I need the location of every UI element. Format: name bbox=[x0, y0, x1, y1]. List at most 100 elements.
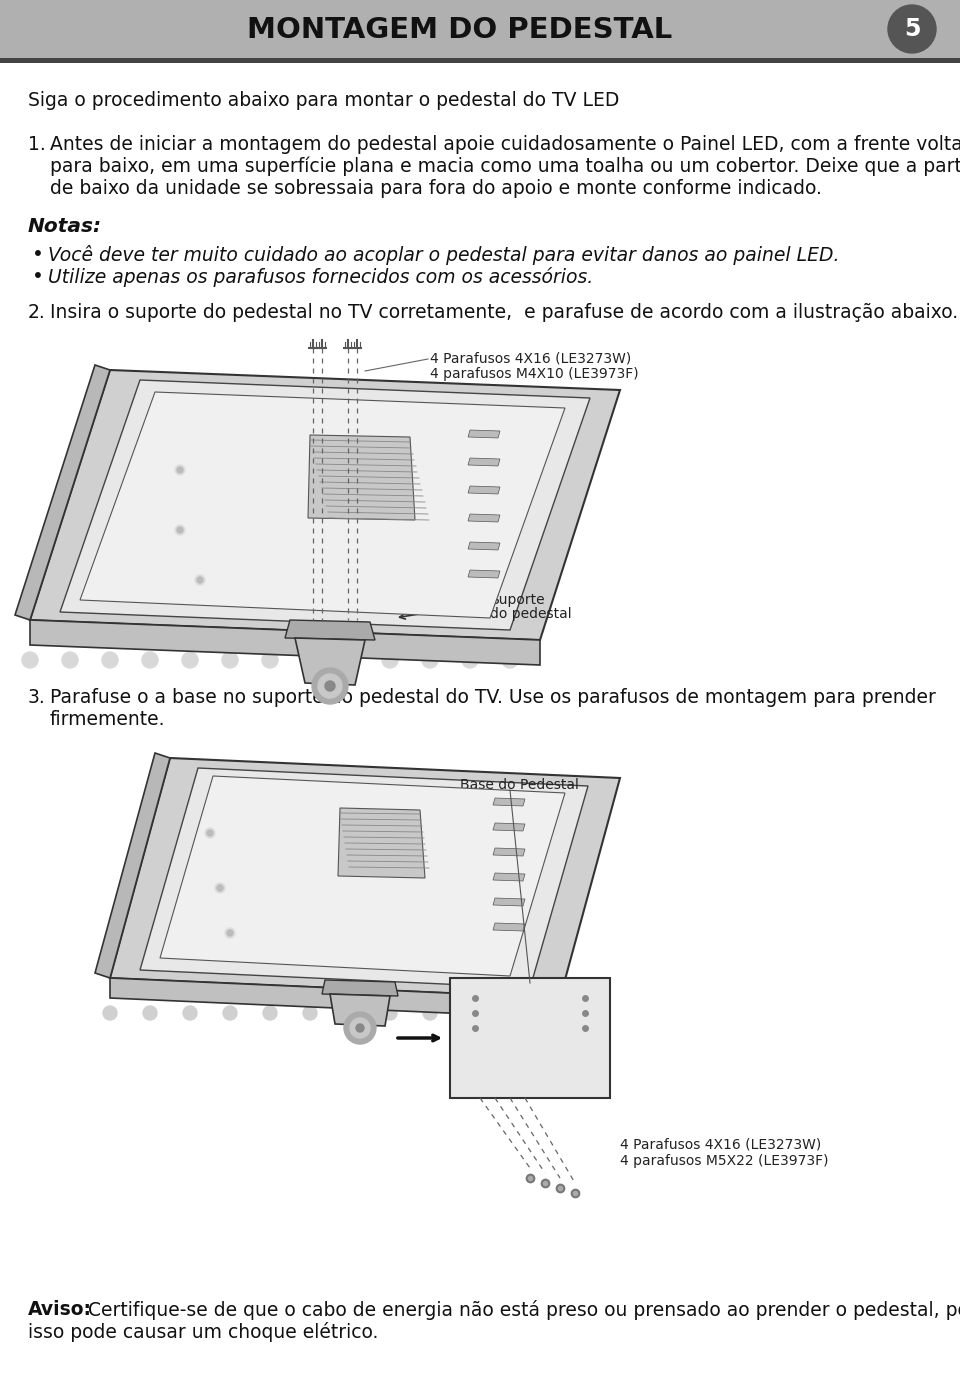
Polygon shape bbox=[493, 848, 525, 856]
Polygon shape bbox=[30, 371, 620, 640]
Polygon shape bbox=[468, 542, 500, 550]
Text: •: • bbox=[32, 245, 44, 264]
Text: 5: 5 bbox=[903, 17, 921, 41]
Polygon shape bbox=[15, 365, 110, 620]
Circle shape bbox=[177, 527, 183, 532]
Text: Utilize apenas os parafusos fornecidos com os acessórios.: Utilize apenas os parafusos fornecidos c… bbox=[48, 267, 593, 288]
Polygon shape bbox=[110, 978, 560, 1018]
Circle shape bbox=[177, 467, 183, 473]
Text: 1.: 1. bbox=[28, 136, 46, 154]
Polygon shape bbox=[140, 768, 588, 987]
Polygon shape bbox=[330, 994, 390, 1026]
Text: 4 Parafusos 4X16 (LE3273W): 4 Parafusos 4X16 (LE3273W) bbox=[620, 1138, 821, 1152]
Circle shape bbox=[102, 651, 118, 668]
Circle shape bbox=[543, 1005, 557, 1021]
Text: 2.: 2. bbox=[28, 303, 46, 322]
Circle shape bbox=[222, 651, 238, 668]
Text: 4 Parafusos 4X16 (LE3273W): 4 Parafusos 4X16 (LE3273W) bbox=[430, 351, 632, 365]
Text: do pedestal: do pedestal bbox=[490, 607, 571, 621]
Polygon shape bbox=[30, 620, 540, 665]
Polygon shape bbox=[110, 758, 620, 999]
Circle shape bbox=[183, 1005, 197, 1021]
Polygon shape bbox=[493, 922, 525, 931]
Circle shape bbox=[223, 1005, 237, 1021]
Circle shape bbox=[62, 651, 78, 668]
Text: Siga o procedimento abaixo para montar o pedestal do TV LED: Siga o procedimento abaixo para montar o… bbox=[28, 91, 619, 111]
Polygon shape bbox=[468, 430, 500, 438]
Circle shape bbox=[205, 828, 215, 838]
Polygon shape bbox=[160, 776, 565, 976]
Polygon shape bbox=[493, 873, 525, 881]
Polygon shape bbox=[468, 485, 500, 494]
Polygon shape bbox=[468, 458, 500, 466]
Circle shape bbox=[318, 674, 342, 698]
Polygon shape bbox=[493, 798, 525, 806]
Polygon shape bbox=[338, 808, 425, 878]
Polygon shape bbox=[322, 981, 398, 996]
Text: de baixo da unidade se sobressaia para fora do apoio e monte conforme indicado.: de baixo da unidade se sobressaia para f… bbox=[50, 178, 822, 198]
Circle shape bbox=[342, 651, 358, 668]
Text: Base do Pedestal: Base do Pedestal bbox=[460, 779, 579, 792]
Circle shape bbox=[227, 929, 233, 936]
Circle shape bbox=[302, 651, 318, 668]
Text: Insira o suporte do pedestal no TV corretamente,  e parafuse de acordo com a ilu: Insira o suporte do pedestal no TV corre… bbox=[50, 303, 958, 322]
Text: Você deve ter muito cuidado ao acoplar o pedestal para evitar danos ao painel LE: Você deve ter muito cuidado ao acoplar o… bbox=[48, 245, 839, 266]
Circle shape bbox=[207, 830, 213, 835]
Circle shape bbox=[422, 651, 438, 668]
Circle shape bbox=[182, 651, 198, 668]
Text: Notas:: Notas: bbox=[28, 217, 102, 236]
Circle shape bbox=[325, 680, 335, 692]
Text: 4 parafusos M5X22 (LE3973F): 4 parafusos M5X22 (LE3973F) bbox=[620, 1153, 828, 1169]
Polygon shape bbox=[450, 978, 610, 1098]
Circle shape bbox=[103, 1005, 117, 1021]
Circle shape bbox=[142, 651, 158, 668]
Circle shape bbox=[263, 1005, 277, 1021]
Circle shape bbox=[462, 651, 478, 668]
Polygon shape bbox=[285, 620, 375, 640]
Circle shape bbox=[344, 1012, 376, 1044]
Circle shape bbox=[423, 1005, 437, 1021]
Circle shape bbox=[22, 651, 38, 668]
Circle shape bbox=[888, 6, 936, 53]
Text: para baixo, em uma superfície plana e macia como uma toalha ou um cobertor. Deix: para baixo, em uma superfície plana e ma… bbox=[50, 158, 960, 177]
Text: Aviso:: Aviso: bbox=[28, 1300, 92, 1319]
Text: 4 parafusos M4X10 (LE3973F): 4 parafusos M4X10 (LE3973F) bbox=[430, 366, 638, 380]
Polygon shape bbox=[60, 380, 590, 631]
Text: •: • bbox=[32, 267, 44, 286]
Bar bbox=[0, 58, 960, 64]
Circle shape bbox=[383, 1005, 397, 1021]
Text: 3.: 3. bbox=[28, 687, 46, 707]
Text: isso pode causar um choque elétrico.: isso pode causar um choque elétrico. bbox=[28, 1322, 378, 1342]
Circle shape bbox=[215, 882, 225, 893]
Circle shape bbox=[195, 575, 205, 585]
Circle shape bbox=[217, 885, 223, 891]
Text: Certifique-se de que o cabo de energia não está preso ou prensado ao prender o p: Certifique-se de que o cabo de energia n… bbox=[82, 1300, 960, 1319]
Polygon shape bbox=[95, 752, 170, 978]
Circle shape bbox=[343, 1005, 357, 1021]
Text: firmemente.: firmemente. bbox=[50, 709, 165, 729]
Bar bbox=[0, 0, 960, 58]
Polygon shape bbox=[468, 570, 500, 578]
Polygon shape bbox=[468, 514, 500, 521]
Circle shape bbox=[175, 526, 185, 535]
Circle shape bbox=[350, 1018, 370, 1039]
Circle shape bbox=[303, 1005, 317, 1021]
Text: Antes de iniciar a montagem do pedestal apoie cuidadosamente o Painel LED, com a: Antes de iniciar a montagem do pedestal … bbox=[50, 136, 960, 154]
Circle shape bbox=[502, 651, 518, 668]
Circle shape bbox=[356, 1023, 364, 1032]
Circle shape bbox=[143, 1005, 157, 1021]
Circle shape bbox=[463, 1005, 477, 1021]
Polygon shape bbox=[308, 436, 415, 520]
Text: Parafuse o a base no suporte do pedestal do TV. Use os parafusos de montagem par: Parafuse o a base no suporte do pedestal… bbox=[50, 687, 936, 707]
Polygon shape bbox=[493, 898, 525, 906]
Polygon shape bbox=[80, 391, 565, 618]
Text: MONTAGEM DO PEDESTAL: MONTAGEM DO PEDESTAL bbox=[248, 17, 673, 44]
Polygon shape bbox=[493, 823, 525, 831]
Polygon shape bbox=[295, 638, 365, 685]
Circle shape bbox=[225, 928, 235, 938]
Circle shape bbox=[503, 1005, 517, 1021]
Circle shape bbox=[382, 651, 398, 668]
Circle shape bbox=[262, 651, 278, 668]
Circle shape bbox=[197, 577, 203, 584]
Text: Suporte: Suporte bbox=[490, 593, 544, 607]
